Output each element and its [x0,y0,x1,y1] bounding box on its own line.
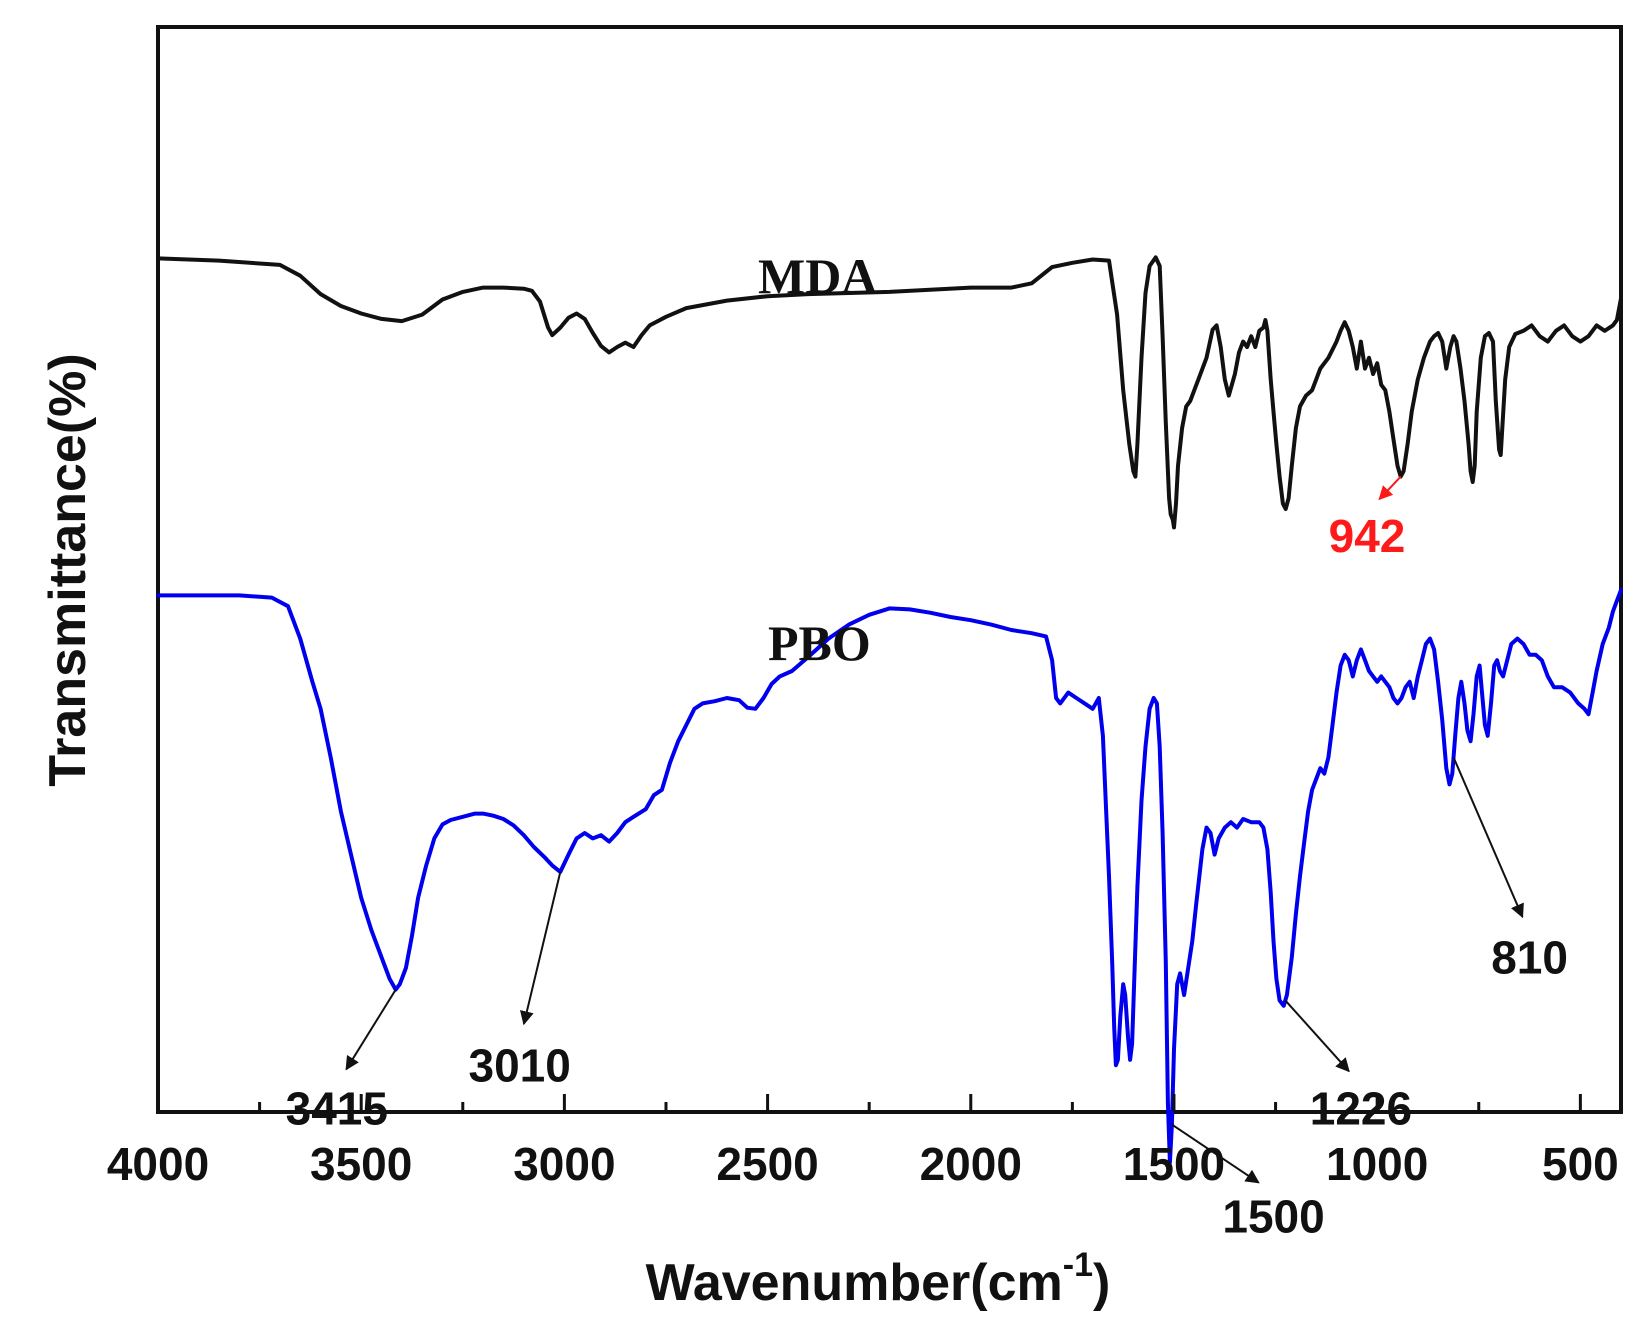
x-tick-label-3500: 3500 [310,1138,412,1190]
x-tick-label-4000: 4000 [107,1138,209,1190]
series-label-pbo: PBO [768,615,871,671]
plot-frame [156,25,1623,1114]
x-axis-ticks: 4000 3500 3000 2500 2000 1500 1000 500 [107,1094,1619,1190]
peak-arrow-3010 [520,871,562,1026]
peak-label-3415: 3415 [286,1083,388,1135]
x-axis-title-close: ) [1093,1254,1110,1312]
peak-label-1226: 1226 [1310,1083,1412,1135]
x-tick-label-2000: 2000 [920,1138,1022,1190]
series-line-mda [156,255,1623,530]
series-layer [156,255,1623,1165]
peak-arrow-1500 [1171,1123,1260,1184]
peak-arrow-810 [1452,757,1524,919]
peak-label-1500: 1500 [1222,1191,1324,1243]
y-axis-title: Transmittance(%) [39,353,97,786]
x-tick-label-500: 500 [1542,1138,1619,1190]
x-tick-label-3000: 3000 [513,1138,615,1190]
peak-arrow-3415 [345,989,397,1071]
x-tick-label-2500: 2500 [716,1138,818,1190]
peak-annotations: 942 3415 3010 1226 1500 810 [286,475,1568,1243]
series-line-pbo [156,588,1623,1165]
peak-arrow-1226 [1284,999,1350,1073]
x-tick-label-1500: 1500 [1123,1138,1225,1190]
x-axis-title-superscript: -1 [1063,1246,1093,1284]
x-tick-label-1000: 1000 [1326,1138,1428,1190]
x-axis-title-main: Wavenumber(cm [646,1254,1063,1312]
peak-label-810: 810 [1491,931,1568,983]
peak-label-3010: 3010 [469,1039,571,1091]
series-label-mda: MDA [758,248,877,304]
x-axis-title: Wavenumber(cm-1) [646,1246,1111,1312]
peak-label-942: 942 [1329,510,1406,562]
peak-arrow-942 [1378,475,1402,501]
